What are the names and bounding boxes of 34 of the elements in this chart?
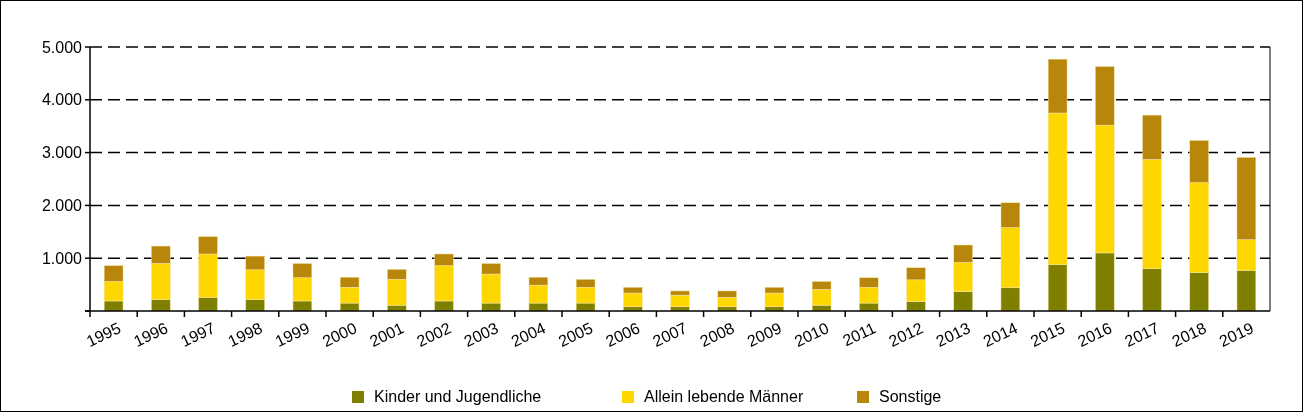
x-tick-label: 2000 <box>319 319 360 350</box>
x-tick-label: 2010 <box>791 319 832 350</box>
x-tick-label: 2016 <box>1074 319 1115 350</box>
x-tick-label: 2018 <box>1169 319 1209 350</box>
x-tick-label: 2017 <box>1122 319 1162 350</box>
bar <box>670 294 690 308</box>
x-tick-label: 2003 <box>461 319 501 350</box>
x-tick-label: 2015 <box>1027 319 1068 350</box>
legend-label: Allein lebende Männer <box>644 388 804 405</box>
x-tick-label: 1998 <box>225 319 265 350</box>
y-tick-label: 3.000 <box>41 144 83 162</box>
x-tick-label: 2014 <box>980 319 1021 350</box>
x-tick-label: 1996 <box>130 319 171 350</box>
x-tick-label: 2011 <box>840 319 879 350</box>
x-tick-label: 2019 <box>1216 319 1257 350</box>
x-tick-label: 2001 <box>366 319 407 350</box>
y-tick-label: 1.000 <box>41 249 83 267</box>
x-tick-label: 2004 <box>508 319 549 350</box>
x-tick-label: 1999 <box>272 319 313 350</box>
x-tick-label: 2013 <box>933 319 973 350</box>
x-tick-label: 2006 <box>602 319 643 350</box>
x-tick-label: 2002 <box>414 319 454 350</box>
y-tick-label: 4.000 <box>41 91 83 109</box>
x-tick-label: 2005 <box>555 319 596 350</box>
x-tick-label: 2012 <box>886 319 926 350</box>
y-tick-label: 2.000 <box>41 197 83 214</box>
legend-label: Kinder und Jugendliche <box>374 388 542 405</box>
x-tick-label: 2007 <box>650 319 690 350</box>
x-tick-label: 2009 <box>744 319 785 350</box>
x-tick-label: 1995 <box>83 319 124 350</box>
legend-label: Sonstige <box>879 388 942 405</box>
x-tick-label: 1997 <box>178 319 218 350</box>
y-tick-label: 5.000 <box>41 38 83 56</box>
x-tick-label: 2008 <box>697 319 737 350</box>
